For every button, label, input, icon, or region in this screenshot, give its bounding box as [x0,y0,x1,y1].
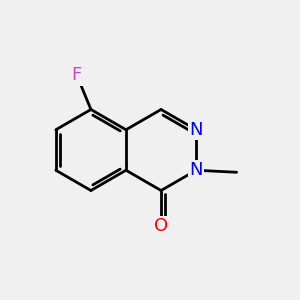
Text: F: F [72,66,82,84]
Text: N: N [189,121,203,139]
Text: N: N [189,161,203,179]
Text: O: O [154,217,168,235]
